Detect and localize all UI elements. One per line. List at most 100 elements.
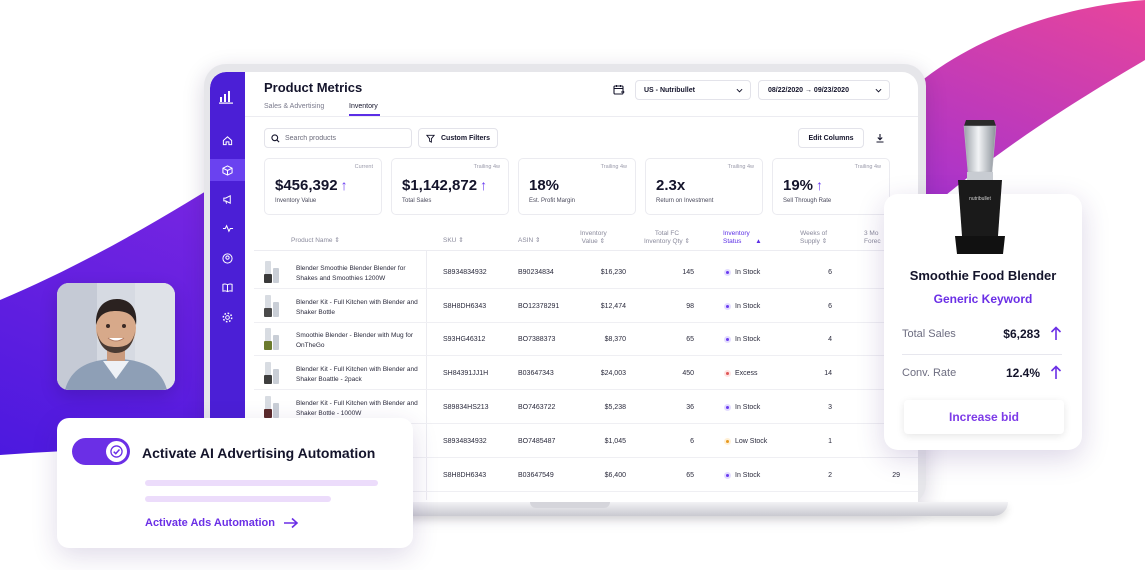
kpi-label: Total Sales (402, 198, 432, 204)
tab-inventory[interactable]: Inventory (349, 103, 378, 110)
weeks-supply-cell: 1 (828, 438, 832, 445)
inventory-value-cell: $8,370 (604, 336, 626, 343)
frozen-column-divider (426, 250, 427, 500)
date-range-select[interactable]: 08/22/2020 → 09/23/2020 (758, 80, 890, 100)
kpi-value: 2.3x (656, 177, 686, 194)
sidebar-item-analytics[interactable] (210, 217, 245, 239)
asin-cell: BO7463722 (518, 404, 556, 411)
column-header-inventory-status[interactable]: Inventory Status ▲ (723, 230, 762, 245)
activate-ads-label: Activate Ads Automation (145, 517, 275, 529)
table-row[interactable]: Smoothie Blender - Blender with Mug for … (254, 322, 918, 356)
automation-toggle[interactable] (72, 438, 130, 465)
table-header-divider (254, 250, 918, 251)
sku-cell: S8H8DH6343 (443, 303, 487, 310)
status-indicator-icon (724, 472, 731, 479)
sku-cell: SH84391JJ1H (443, 370, 489, 377)
search-box[interactable] (264, 128, 412, 148)
product-name-cell[interactable]: Smoothie Blender - Blender with Mug for … (296, 332, 414, 349)
custom-filters-button[interactable]: Custom Filters (418, 128, 498, 148)
table-row[interactable]: Blender Smoothie Blender Blender for Sha… (254, 255, 918, 289)
tab-sales-advertising[interactable]: Sales & Advertising (264, 103, 325, 110)
inventory-value-cell: $6,400 (604, 472, 626, 479)
asin-cell: BO7388373 (518, 336, 556, 343)
table-row[interactable]: Blender Kit - Full Kitchen with Blender … (254, 356, 918, 390)
inventory-qty-cell: 450 (682, 370, 694, 377)
table-row[interactable]: S8H8DH6343 B03647549 $6,400 65 In Stock … (254, 458, 918, 492)
sidebar-item-inventory[interactable] (210, 159, 245, 181)
status-text: Low Stock (735, 438, 768, 445)
arrow-up-icon: ↑ (480, 177, 488, 193)
inventory-value-cell: $1,045 (604, 438, 626, 445)
status-text: In Stock (735, 303, 761, 310)
arrow-up-icon (1050, 365, 1062, 379)
status-indicator-icon (724, 269, 731, 276)
inventory-value-cell: $24,003 (600, 370, 626, 377)
kpi-card-sell-through: Trailing 4w 19% ↑ Sell Through Rate (772, 158, 890, 215)
table-row[interactable]: S8934834932 BO7485487 $1,045 6 Low Stock… (254, 424, 918, 458)
table-row[interactable]: Blender Kit - Full Kitchen with Blender … (254, 289, 918, 323)
kpi-card-roi: Trailing 4w 2.3x Return on Investment (645, 158, 763, 215)
store-select[interactable]: US - Nutribullet (635, 80, 751, 100)
product-name-cell[interactable]: Blender Smoothie Blender Blender for Sha… (296, 265, 406, 282)
sidebar-item-advertising[interactable] (210, 188, 245, 210)
inventory-status-cell: In Stock (724, 472, 760, 479)
total-sales-value: $6,283 (1003, 327, 1040, 341)
sort-icon: ⇕ (458, 237, 464, 244)
search-input[interactable] (285, 134, 400, 142)
person-photo (57, 283, 175, 390)
column-header-forecast[interactable]: 3 Mo Forec (864, 230, 881, 245)
inventory-value-cell: $12,474 (600, 303, 626, 310)
automation-title: Activate AI Advertising Automation (142, 445, 376, 461)
toggle-knob (106, 441, 127, 462)
status-text: In Stock (735, 269, 761, 276)
column-header-asin[interactable]: ASIN ⇕ (518, 237, 541, 244)
home-icon (222, 135, 233, 145)
kpi-label: Sell Through Rate (783, 198, 832, 204)
kpi-period: Trailing 4w (854, 164, 881, 170)
asin-cell: BO7485487 (518, 438, 556, 445)
edit-columns-button[interactable]: Edit Columns (798, 128, 864, 148)
kpi-period: Trailing 4w (600, 164, 627, 170)
column-header-total-fc-qty[interactable]: Total FC Inventory Qty ⇕ (644, 230, 690, 245)
inventory-status-cell: In Stock (724, 404, 760, 411)
weeks-supply-cell: 3 (828, 404, 832, 411)
conv-rate-label: Conv. Rate (902, 367, 957, 379)
sku-cell: S89834HS213 (443, 404, 489, 411)
column-header-sku[interactable]: SKU ⇕ (443, 237, 464, 244)
sort-asc-icon: ▲ (755, 238, 762, 245)
product-name-cell[interactable]: Blender Kit - Full Kitchen with Blender … (296, 400, 418, 417)
status-indicator-icon (724, 370, 731, 377)
book-icon (222, 282, 233, 292)
sidebar-item-account[interactable] (210, 247, 245, 269)
column-header-inventory-value[interactable]: Inventory Value ⇕ (580, 230, 607, 245)
kpi-card-inventory-value: Current $456,392 ↑ Inventory Value (264, 158, 382, 215)
asin-cell: B03647343 (518, 370, 554, 377)
search-icon (271, 133, 280, 142)
product-name: Smoothie Food Blender (909, 268, 1057, 283)
sidebar-item-settings[interactable] (210, 306, 245, 328)
column-header-weeks-supply[interactable]: Weeks of Supply ⇕ (800, 230, 828, 245)
sku-cell: S8H8DH6343 (443, 472, 487, 479)
sort-icon: ⇕ (684, 238, 690, 245)
inventory-value-cell: $5,238 (604, 404, 626, 411)
calendar-icon[interactable] (613, 84, 625, 96)
activate-ads-link[interactable]: Activate Ads Automation (145, 517, 299, 529)
product-name-cell[interactable]: Blender Kit - Full Kitchen with Blender … (296, 366, 418, 383)
box-icon (222, 164, 233, 176)
download-button[interactable] (869, 128, 891, 148)
kpi-value: $1,142,872 ↑ (402, 177, 488, 194)
inventory-qty-cell: 36 (686, 404, 694, 411)
ai-automation-card: Activate AI Advertising Automation Activ… (57, 418, 413, 548)
sidebar-item-home[interactable] (210, 129, 245, 151)
table-row[interactable]: Blender Kit - Full Kitchen with Blender … (254, 390, 918, 424)
inventory-status-cell: In Stock (724, 303, 760, 310)
sidebar-item-guides[interactable] (210, 276, 245, 298)
inventory-qty-cell: 65 (686, 472, 694, 479)
placeholder-text-line (145, 496, 331, 502)
inventory-status-cell: In Stock (724, 336, 760, 343)
date-range-value: 08/22/2020 → 09/23/2020 (768, 86, 849, 94)
column-header-product-name[interactable]: Product Name ⇕ (291, 237, 340, 244)
increase-bid-button[interactable]: Increase bid (904, 400, 1064, 434)
inventory-qty-cell: 6 (690, 438, 694, 445)
product-name-cell[interactable]: Blender Kit - Full Kitchen with Blender … (296, 299, 418, 316)
